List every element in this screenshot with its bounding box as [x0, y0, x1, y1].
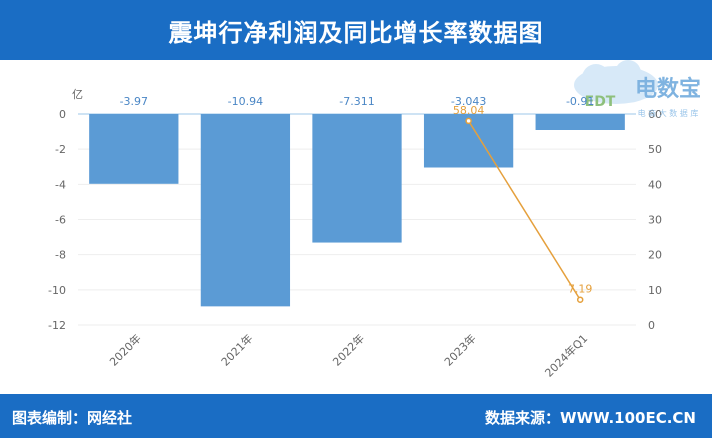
- bar-value-label: -3.97: [120, 95, 148, 108]
- footer-credit: 图表编制：网经社: [12, 409, 133, 427]
- y-tick-label: -6: [55, 214, 66, 227]
- growth-value-label: 7.19: [568, 283, 593, 296]
- growth-point: [576, 296, 584, 303]
- y2-tick-label: 60: [648, 108, 662, 121]
- x-tick-label: 2020年: [106, 331, 143, 368]
- x-tick-label: 2021年: [218, 331, 255, 368]
- y-tick-label: -4: [55, 178, 66, 191]
- y2-tick-label: 0: [648, 319, 655, 332]
- watermark-logo-text: 电数宝: [635, 76, 701, 102]
- y2-tick-label: 20: [648, 249, 662, 262]
- y-tick-label: -2: [55, 143, 66, 156]
- growth-value-label: 58.04: [453, 104, 485, 117]
- chart-area: 0 -2 -4 -6 -8 -10 -12 0 10 20 30 40 50 60 2020年 2021年 20…: [0, 60, 712, 394]
- y2-tick-label: 40: [648, 178, 662, 191]
- x-tick-label: 2024年Q1: [542, 331, 591, 380]
- watermark-tagline: 电 商 大 数 据 库: [638, 108, 699, 118]
- bar-value-label: -10.94: [228, 95, 263, 108]
- bar: [312, 114, 402, 243]
- watermark-logo: EDT 电数宝 电 商 大 数 据 库: [574, 60, 701, 118]
- header-bar: 震坤行净利润及同比增长率数据图: [0, 0, 712, 60]
- y-tick-label: -10: [48, 284, 66, 297]
- label-layer: -3.97 -10.94 -7.311 -3.043 -0.91 58.04 7.19: [120, 95, 595, 296]
- y-tick-label: -12: [48, 319, 66, 332]
- footer-source: 数据来源：WWW.100EC.CN: [485, 409, 696, 427]
- y-tick-label: 0: [59, 108, 66, 121]
- x-tick-label: 2022年: [330, 331, 367, 368]
- bar-value-label: -3.043: [451, 95, 486, 108]
- growth-point: [465, 117, 472, 125]
- chart-svg: 0 -2 -4 -6 -8 -10 -12 0 10 20 30 40 50 60 2020年 2021年 20…: [48, 60, 701, 380]
- watermark-mark: EDT: [585, 94, 616, 110]
- bar-value-label: -7.311: [339, 95, 374, 108]
- y-tick-label: -8: [55, 249, 66, 262]
- bar-layer: [89, 114, 625, 307]
- bar-value-label: -0.91: [566, 95, 594, 108]
- bar: [535, 114, 625, 131]
- cloud-icon-puff: [582, 64, 610, 92]
- line-layer: [465, 117, 584, 303]
- y2-tick-label: 30: [648, 214, 662, 227]
- y2-tick-label: 50: [648, 143, 662, 156]
- bar: [89, 114, 179, 184]
- y2-tick-label: 10: [648, 284, 662, 297]
- cloud-icon-puff-2: [615, 60, 641, 86]
- footer-bar: 图表编制：网经社 数据来源：WWW.100EC.CN: [0, 394, 712, 438]
- x-tick-label: 2023年: [441, 331, 478, 368]
- chart-title: 震坤行净利润及同比增长率数据图: [168, 18, 544, 47]
- y-axis-unit: 亿: [72, 88, 83, 101]
- bar: [200, 114, 291, 307]
- growth-line: [467, 120, 581, 301]
